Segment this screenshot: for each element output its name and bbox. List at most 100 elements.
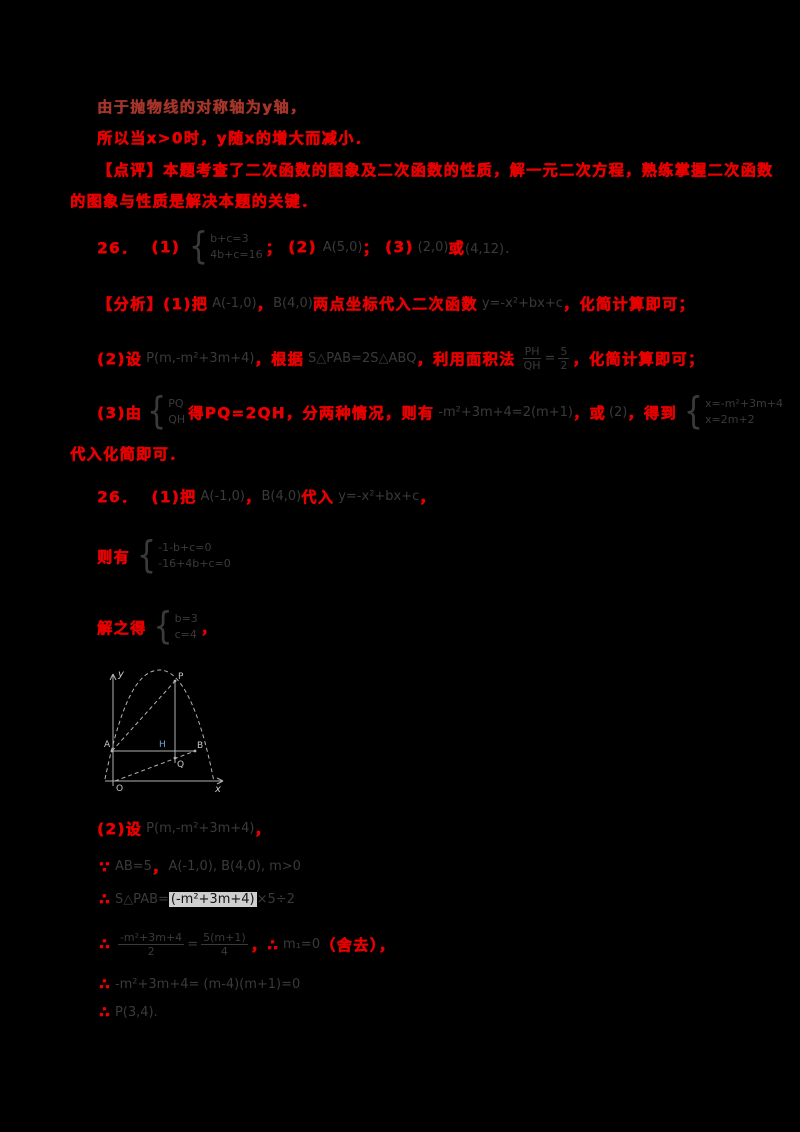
text-segment: ，化简计算即可； (562, 294, 695, 313)
text-segment: ， (254, 819, 272, 838)
equation-system: {b+c=3 4b+c=16 (189, 224, 263, 269)
text-segment: (2)设 (97, 349, 143, 368)
text-segment: 26． (97, 238, 138, 257)
point-b (193, 749, 197, 753)
text-segment: ∴ (99, 935, 111, 953)
fraction: 5(m+1) 4 (201, 930, 248, 958)
text-line-area-formula: ∴ S△PAB= (-m²+3m+4) ×5÷2 (99, 885, 295, 913)
text-segment: P(3,4). (114, 1004, 158, 1020)
y-axis-label: y (117, 669, 125, 680)
text-segment: ，∴ (250, 935, 280, 954)
text-segment: (m-4)(m+1)=0 (203, 976, 301, 992)
text-segment: ； (265, 238, 283, 257)
text-line-given: ∵ AB=5， A(-1,0), B(4,0), m>0 (99, 856, 301, 877)
text-segment: 所以当x>0时，y随x的增大而减小． (97, 129, 372, 147)
origin-label: O (116, 784, 123, 794)
text-segment: ， (244, 487, 262, 506)
point-a (110, 749, 114, 753)
text-segment: ，或 (572, 403, 606, 422)
text-line-quadratic: ∴ -m²+3m+4= (m-4)(m+1)=0 (99, 975, 300, 993)
text-segment: S△PAB=2S△ABQ (308, 350, 417, 366)
text-segment: 【点评】本题考查了二次函数的图象及二次函数的性质，解一元二次方程，熟练掌握二次函… (97, 161, 774, 179)
text-segment: = (187, 936, 199, 952)
text-line-solved: 解之得 {b=3 c=4， (97, 602, 217, 652)
equation-system: {x=-m²+3m+4 x=2m+2 (683, 389, 783, 434)
text-segment: ∴ (99, 1003, 111, 1021)
text-segment: P(m,-m²+3m+4) (146, 820, 255, 836)
text-segment: y=-x²+bx+c (338, 488, 420, 504)
text-segment: (1) (151, 238, 181, 256)
text-line-symmetry-axis: 由于抛物线的对称轴为y轴， (97, 96, 306, 117)
text-segment: 解之得 (97, 618, 147, 637)
text-segment: P(m,-m²+3m+4) (146, 350, 255, 366)
text-segment: S△PAB= (114, 891, 169, 907)
equation-system: {b=3 c=4 (153, 604, 198, 649)
text-segment: ∵ (99, 857, 111, 876)
text-segment: ×5÷2 (256, 891, 295, 907)
text-segment: AB=5 (114, 859, 152, 874)
label-p: P (178, 672, 184, 682)
x-axis-label: x (214, 784, 221, 795)
text-segment: （舍去）， (320, 935, 396, 954)
text-segment: 则有 (97, 547, 131, 566)
point-q (173, 756, 177, 760)
text-segment: = (544, 350, 556, 366)
parabola-figure: y x O A B P Q H (103, 664, 231, 796)
text-segment: -m²+3m+4=2(m+1) (438, 404, 573, 420)
segment-ob-dashed (114, 750, 196, 782)
text-segment: A(-1,0) (200, 488, 245, 504)
label-a: A (104, 740, 111, 750)
text-segment: A(-1,0) (212, 295, 257, 311)
text-segment: 26． (97, 487, 138, 506)
text-segment: ， (256, 294, 274, 313)
text-segment: B(4,0) (273, 295, 313, 311)
label-h: H (159, 740, 166, 750)
fraction: PH QH (522, 344, 542, 372)
text-segment: (3)由 (97, 403, 143, 422)
equation-system: {-1-b+c=0 -16+4b+c=0 (137, 533, 231, 578)
text-segment: y=-x²+bx+c (481, 295, 563, 311)
text-segment: ，化简计算即可； (572, 349, 705, 368)
text-segment: (-m²+3m+4) (168, 891, 257, 907)
text-segment: 代入化简即可． (70, 445, 186, 463)
text-segment: ∴ (99, 975, 111, 993)
text-segment: A(-1,0), B(4,0), m>0 (168, 859, 301, 874)
parabola-curve (104, 669, 215, 783)
point-p (173, 679, 177, 683)
text-segment: ，利用面积法 (416, 349, 516, 368)
text-segment: -m²+3m+4= (114, 976, 200, 992)
text-line-comment-cont: 的图象与性质是解决本题的关键． (70, 190, 318, 211)
text-segment: (3) (385, 238, 414, 256)
text-line-fraction-eq: ∴ -m²+3m+4 2 = 5(m+1) 4 ，∴ m₁=0 （舍去）， (99, 922, 395, 966)
text-segment: 由于抛物线的对称轴为y轴， (97, 98, 307, 116)
text-segment: ，得到 (627, 403, 677, 422)
fraction: -m²+3m+4 2 (117, 930, 185, 958)
text-segment: 代入 (301, 487, 335, 506)
label-b: B (197, 741, 203, 751)
text-line-analysis-2: (2)设 P(m,-m²+3m+4) ，根据 S△PAB=2S△ABQ ，利用面积法 PH… (97, 340, 704, 376)
equation-system: {PQ QH (147, 389, 186, 434)
text-line-conclusion: ∴ P(3,4). (99, 1003, 158, 1021)
text-line-part2-setup: (2)设 P(m,-m²+3m+4)， (97, 812, 271, 844)
text-segment: (4,12)． (465, 241, 518, 257)
text-line-monotonicity: 所以当x>0时，y随x的增大而减小． (97, 127, 371, 148)
text-segment: m₁=0 (283, 936, 321, 952)
text-segment: ，根据 (254, 349, 305, 368)
text-segment: (2,0) (417, 239, 449, 255)
text-segment: B(4,0) (261, 488, 302, 504)
text-segment: ∴ (99, 890, 111, 908)
text-segment: 【分析】(1)把 (97, 294, 209, 313)
x-axis (105, 777, 224, 785)
y-axis (109, 673, 117, 786)
text-line-analysis-tail: 代入化简即可． (70, 443, 186, 464)
text-segment: ， (419, 487, 436, 506)
label-q: Q (177, 760, 184, 770)
text-segment: (2) (288, 238, 317, 256)
text-segment: 或 (448, 238, 465, 257)
text-line-analysis-1: 【分析】(1)把 A(-1,0)， B(4,0) 两点坐标代入二次函数 y=-x²+bx… (97, 288, 695, 318)
text-line-solution-1: 26． (1)把 A(-1,0)， B(4,0) 代入 y=-x²+bx+c， (97, 480, 436, 512)
text-line-answer-26: 26． (1){b+c=3 4b+c=16； (2) A(5,0)； (3) (2,0) 或(… (97, 222, 517, 272)
text-segment: (2)设 (97, 819, 143, 838)
